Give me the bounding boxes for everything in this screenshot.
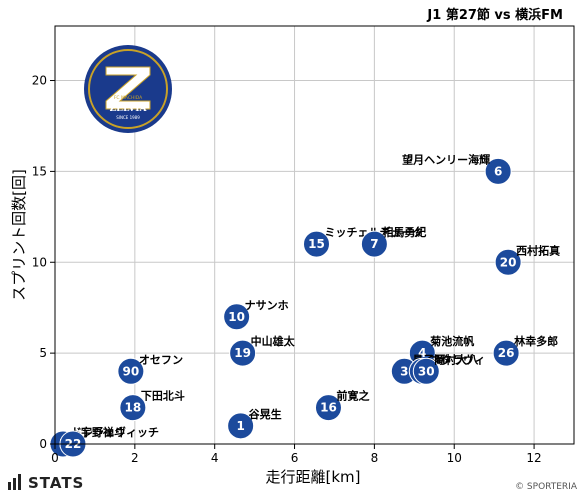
data-point: 6 望月ヘンリー海輝 bbox=[402, 152, 512, 185]
stats-brand: STATS bbox=[8, 474, 84, 494]
point-name-label: ナサンホ bbox=[245, 299, 289, 312]
point-marker bbox=[360, 230, 388, 258]
point-marker bbox=[227, 412, 255, 440]
plot-frame bbox=[54, 25, 575, 445]
point-number: 15 bbox=[308, 237, 325, 251]
y-tick-label: 10 bbox=[32, 255, 47, 269]
point-number: 3 bbox=[400, 364, 408, 378]
point-marker bbox=[492, 339, 520, 367]
point-marker bbox=[412, 357, 440, 385]
point-marker bbox=[302, 230, 330, 258]
team-logo: FC MACHIDA ZELVIA SINCE 1989 bbox=[84, 45, 172, 133]
logo-z-emblem bbox=[105, 66, 151, 110]
point-name-label: 宇野禅斗 bbox=[81, 425, 125, 439]
logo-text-main: ZELVIA bbox=[110, 104, 148, 114]
x-tick-label: 8 bbox=[371, 451, 379, 465]
point-name-label: ドレシェヴィッチ bbox=[71, 425, 159, 439]
y-tick-label: 0 bbox=[39, 437, 47, 451]
point-name-label: 谷晃生 bbox=[249, 407, 282, 421]
point-marker bbox=[484, 157, 512, 185]
point-number: 6 bbox=[494, 164, 502, 178]
point-name-label: 下田北斗 bbox=[141, 389, 185, 403]
point-name-label: 前寛之 bbox=[336, 389, 369, 403]
point-marker bbox=[314, 394, 342, 422]
point-name-label: 岡村大八 bbox=[434, 352, 479, 366]
x-tick-label: 12 bbox=[526, 451, 541, 465]
logo-gold-ring bbox=[88, 49, 168, 129]
x-tick-label: 6 bbox=[291, 451, 299, 465]
x-tick-label: 4 bbox=[211, 451, 219, 465]
point-number: 90 bbox=[123, 364, 140, 378]
y-tick-label: 20 bbox=[32, 74, 47, 88]
point-number: 18 bbox=[124, 401, 141, 415]
data-point: 7 相馬勇紀 bbox=[360, 225, 426, 258]
y-tick-label: 15 bbox=[32, 164, 47, 178]
point-name-label: 相馬勇紀 bbox=[382, 225, 426, 239]
point-marker bbox=[117, 357, 145, 385]
data-point: 1 谷晃生 bbox=[227, 407, 282, 440]
point-number: 10 bbox=[228, 310, 245, 324]
x-tick-label: 0 bbox=[51, 451, 59, 465]
point-marker bbox=[119, 394, 147, 422]
x-axis-title: 走行距離[km] bbox=[265, 468, 360, 486]
point-name-label: 中山雄太 bbox=[251, 334, 296, 348]
point-number: 4 bbox=[418, 346, 426, 360]
point-number: 1 bbox=[236, 419, 244, 433]
point-name-label: 望月ヘンリー海輝 bbox=[402, 152, 490, 166]
data-points: 6望月ヘンリー海輝15ミッチェルデューク7相馬勇紀20西村拓真10ナサンホ19中… bbox=[49, 152, 560, 458]
sporteria-credit: © SPORTERIA bbox=[515, 482, 577, 492]
logo-text-top: FC MACHIDA bbox=[114, 95, 143, 101]
point-name-label: オセフン bbox=[139, 353, 183, 366]
point-name-label: 西村拓真 bbox=[516, 243, 560, 257]
point-number: 30 bbox=[418, 364, 435, 378]
y-tick-label: 5 bbox=[39, 346, 47, 360]
x-tick-label: 2 bbox=[131, 451, 139, 465]
stats-brand-text: STATS bbox=[28, 474, 85, 492]
point-name-label: 菊池流帆 bbox=[430, 334, 474, 348]
y-axis-title: スプリント回数[回] bbox=[10, 169, 28, 301]
point-number: 7 bbox=[370, 237, 378, 251]
point-marker bbox=[494, 248, 522, 276]
point-number: 19 bbox=[234, 346, 251, 360]
chart-title: J1 第27節 vs 横浜FM bbox=[426, 7, 563, 23]
point-number: 20 bbox=[500, 255, 517, 269]
x-tick-label: 10 bbox=[447, 451, 462, 465]
point-marker bbox=[229, 339, 257, 367]
point-marker bbox=[223, 303, 251, 331]
stats-bars-icon bbox=[8, 474, 23, 494]
logo-text-sub: SINCE 1989 bbox=[116, 115, 140, 120]
point-name-label: 林幸多郎 bbox=[514, 334, 558, 348]
point-number: 26 bbox=[498, 346, 515, 360]
point-name-label: ネタラヴィ bbox=[430, 352, 485, 366]
point-number: 16 bbox=[320, 401, 337, 415]
